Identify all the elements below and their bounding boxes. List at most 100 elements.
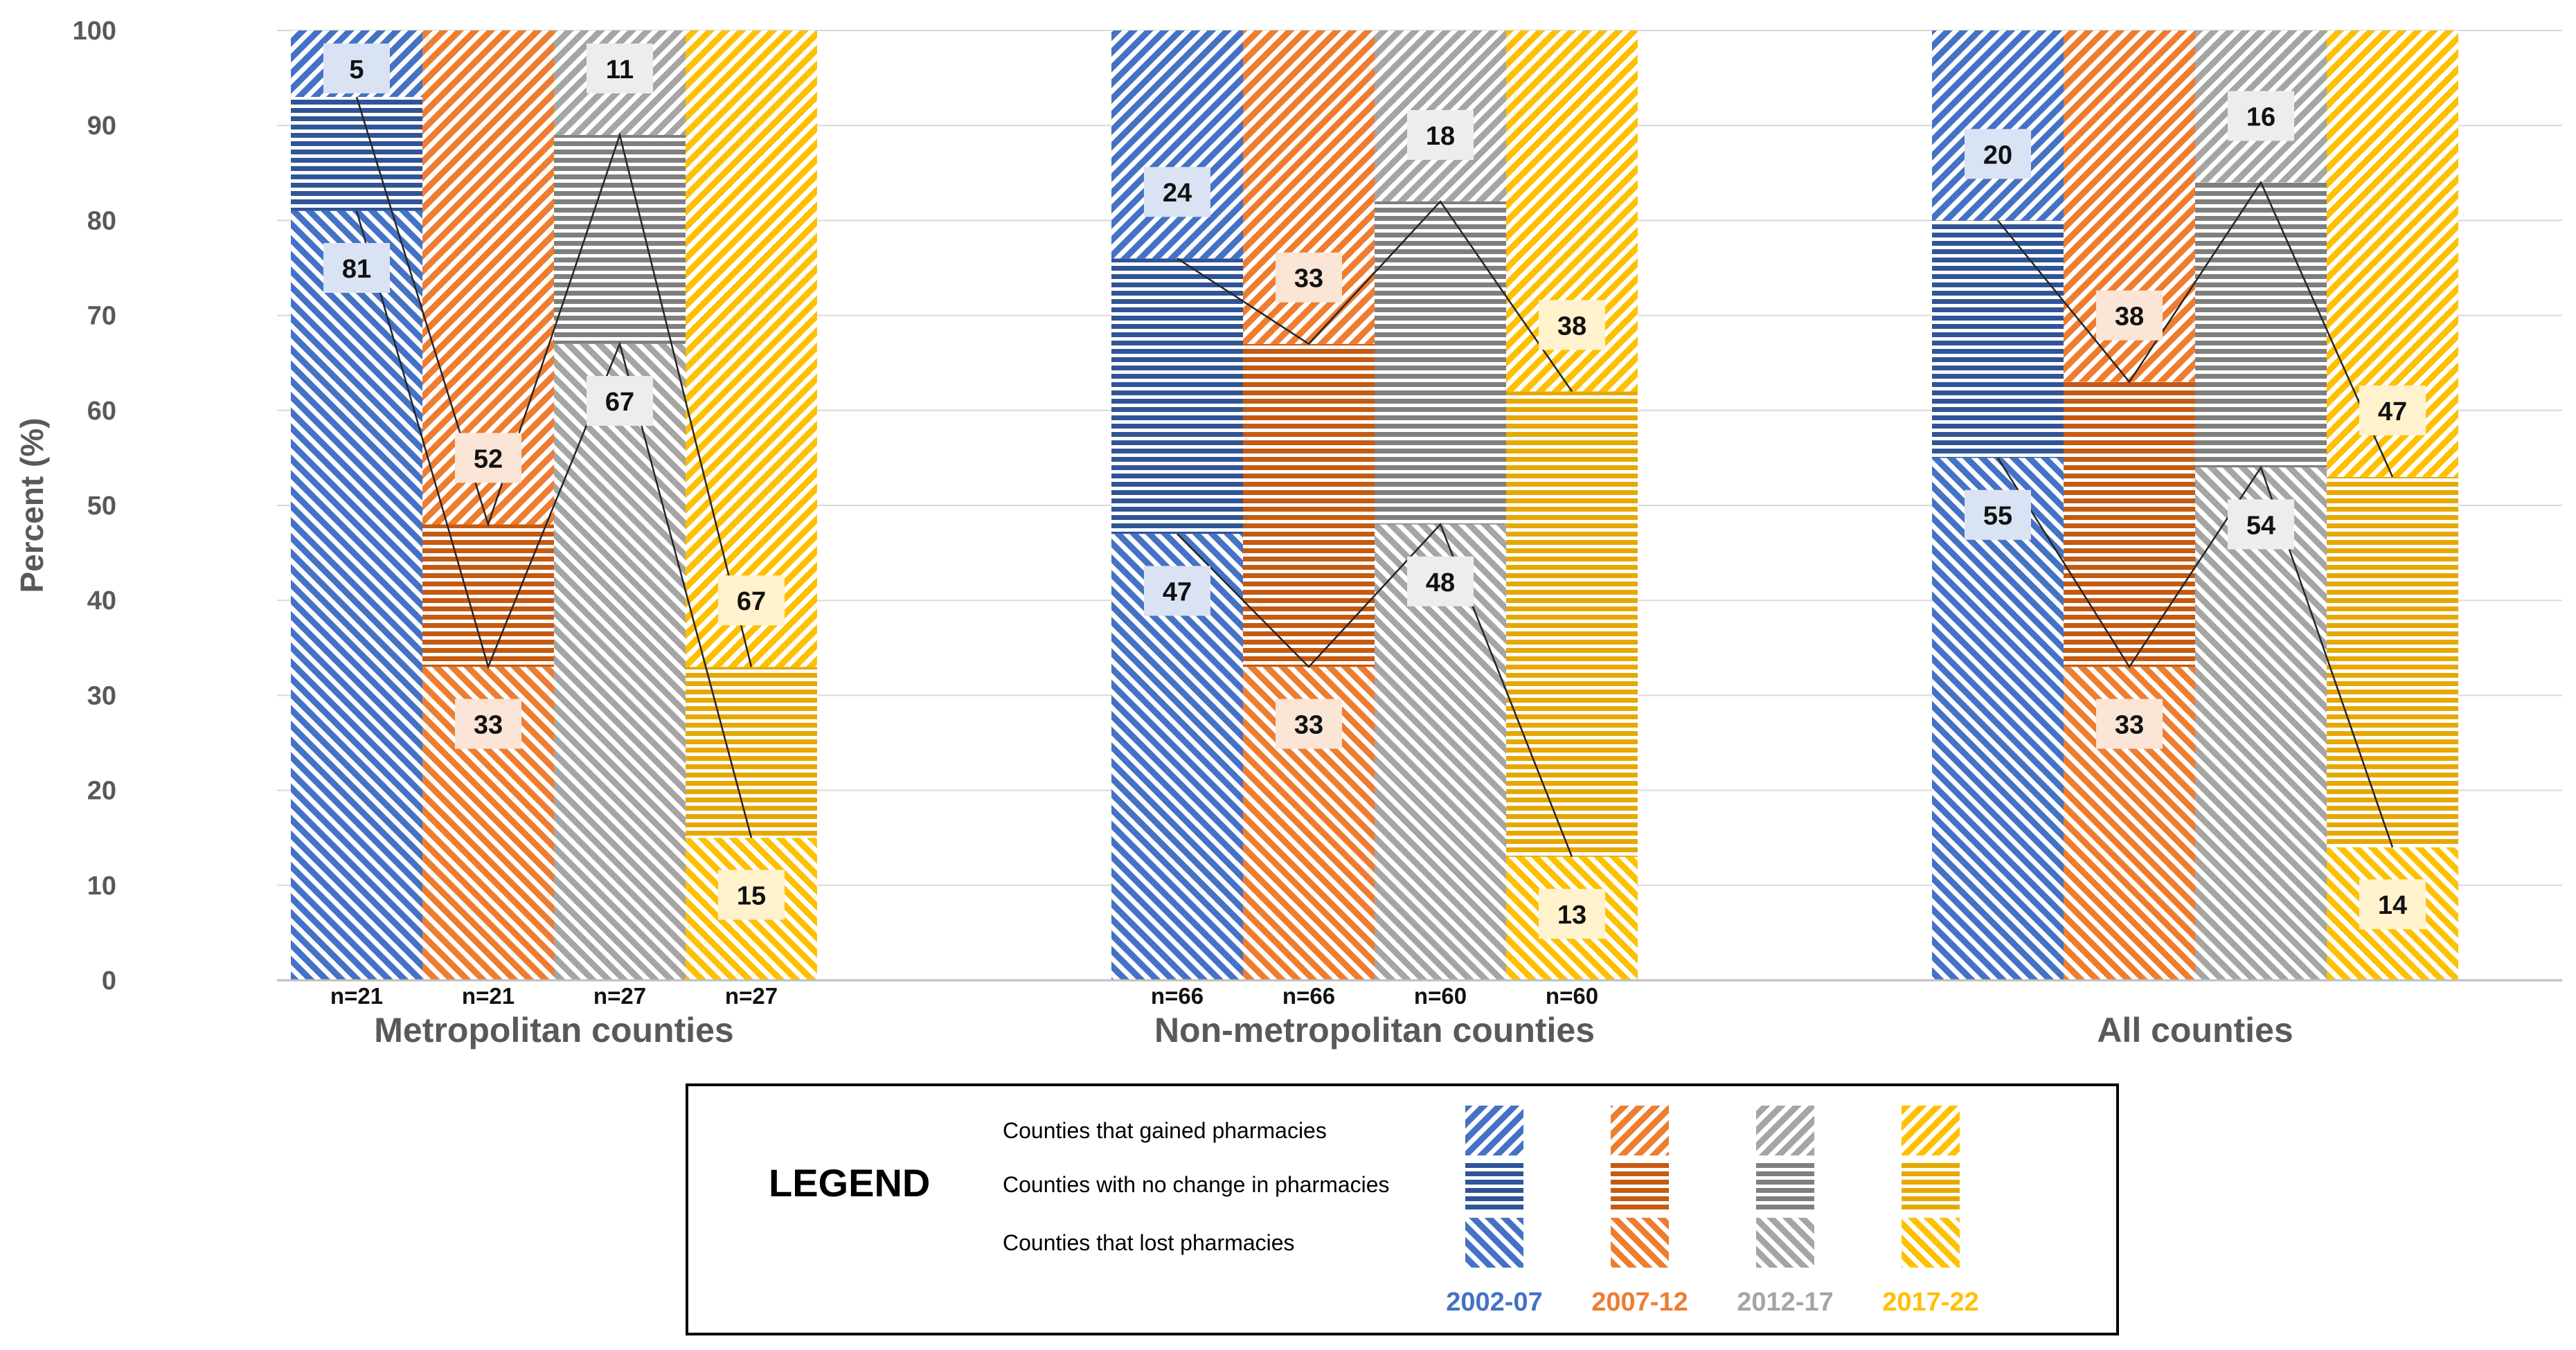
data-label-gained-bg (2359, 385, 2426, 435)
data-label-gained-bg (323, 43, 390, 93)
y-tick-label: 40 (87, 586, 116, 615)
bar-segment-gained (1932, 30, 2064, 221)
data-label-lost: 81 (342, 255, 371, 284)
connector-line-gained (1177, 199, 1573, 393)
data-label-lost-bg (2228, 499, 2294, 550)
legend-period-label: 2012-17 (1737, 1288, 1833, 1317)
data-label-gained-bg (587, 43, 653, 93)
legend-period-label: 2017-22 (1882, 1288, 1978, 1317)
legend-box (686, 1083, 2119, 1335)
y-tick-label: 20 (87, 777, 116, 806)
legend-swatch-lost (1611, 1218, 1669, 1268)
data-label-lost: 33 (1294, 711, 1323, 740)
data-label-gained: 33 (1294, 264, 1323, 294)
legend-swatch-lost (1902, 1218, 1960, 1268)
bar-segment-no-change (1506, 391, 1638, 857)
data-label-lost-bg (1539, 888, 1605, 939)
y-tick-label: 60 (87, 397, 116, 426)
sample-size-label: n=66 (1151, 983, 1204, 1009)
data-label-gained: 38 (2115, 303, 2144, 332)
group-label: Non-metropolitan counties (1154, 1011, 1595, 1050)
legend-period-label: 2002-07 (1446, 1288, 1542, 1317)
connector-line-gained (355, 96, 753, 667)
y-tick-label: 90 (87, 111, 116, 141)
bar-segment-gained (686, 30, 817, 667)
bar-segment-no-change (1243, 343, 1375, 667)
data-label-gained-bg (1407, 109, 1474, 160)
legend-swatch-gained (1756, 1106, 1814, 1155)
connector-line-lost (355, 210, 753, 838)
bar-segment-no-change (2195, 182, 2327, 468)
sample-size-label: n=21 (330, 983, 383, 1009)
data-label-lost: 33 (474, 711, 503, 740)
sample-size-label: n=27 (593, 983, 646, 1009)
data-label-gained: 38 (1557, 312, 1586, 341)
data-label-lost-bg (1276, 699, 1342, 749)
legend-swatch-gained (1902, 1106, 1960, 1155)
bar-segment-no-change (686, 667, 817, 838)
bar-segment-no-change (554, 134, 686, 344)
data-label-gained-bg (455, 433, 521, 483)
y-tick-label: 30 (87, 681, 116, 710)
data-label-lost-bg (1144, 566, 1210, 616)
legend-swatch-gained (1465, 1106, 1523, 1155)
legend-period-label: 2007-12 (1591, 1288, 1688, 1317)
bar-segment-lost (291, 210, 422, 981)
sample-size-label: n=27 (725, 983, 778, 1009)
legend-row-label: Counties with no change in pharmacies (1003, 1172, 1390, 1197)
data-label-gained: 20 (1983, 141, 2012, 170)
data-label-gained-bg (1539, 300, 1605, 350)
legend-swatch-lost (1465, 1218, 1523, 1268)
data-label-lost: 54 (2246, 511, 2275, 540)
data-label-gained-bg (1276, 252, 1342, 303)
legend-row-label: Counties that gained pharmacies (1003, 1118, 1327, 1143)
data-label-lost: 67 (605, 388, 634, 417)
legend-title: LEGEND (769, 1161, 930, 1205)
data-label-lost-bg (718, 870, 785, 920)
data-label-lost-bg (2359, 879, 2426, 930)
legend-swatch-no-change (1902, 1160, 1960, 1209)
y-tick-label: 80 (87, 206, 116, 235)
data-label-lost: 15 (737, 882, 766, 911)
data-label-gained-bg (2228, 91, 2294, 141)
y-tick-label: 100 (73, 17, 116, 46)
data-label-gained: 18 (1426, 122, 1455, 151)
data-label-lost-bg (587, 376, 653, 426)
data-label-gained: 52 (474, 444, 503, 474)
data-label-lost: 55 (1983, 502, 2012, 531)
bar-segment-lost (2195, 467, 2327, 980)
bar-segment-no-change (2064, 381, 2195, 667)
axes: 0 10 20 30 40 50 60 70 80 90 100 Percent (%) n=21 n=2… (14, 17, 2562, 1050)
data-label-gained-bg (718, 575, 785, 626)
legend-swatch-lost (1756, 1218, 1814, 1268)
data-label-lost-bg (1407, 556, 1474, 606)
bar-segment-gained (1111, 30, 1243, 259)
bar-segment-no-change (2327, 476, 2458, 847)
y-tick-label: 10 (87, 872, 116, 901)
y-tick-label: 0 (102, 966, 116, 996)
legend-swatch-no-change (1611, 1160, 1669, 1209)
bar-segment-no-change (1111, 258, 1243, 534)
data-label-gained: 11 (606, 55, 634, 84)
bar-segment-no-change (422, 524, 554, 667)
data-label-gained-bg (2096, 290, 2163, 341)
sample-size-label: n=60 (1414, 983, 1467, 1009)
legend-swatch-no-change (1756, 1160, 1814, 1209)
data-label-gained: 16 (2246, 102, 2275, 132)
data-label-gained: 47 (2378, 397, 2407, 426)
sample-size-label: n=66 (1282, 983, 1335, 1009)
bar-segment-no-change (1375, 201, 1506, 525)
data-label-lost-bg (1965, 489, 2031, 540)
data-label-gained: 5 (349, 55, 364, 84)
group-label: All counties (2097, 1011, 2293, 1050)
bar-segment-lost (1932, 458, 2064, 980)
data-label-lost: 33 (2115, 711, 2144, 740)
connector-line-gained (1997, 180, 2394, 478)
data-label-gained: 67 (737, 587, 766, 616)
data-label-lost: 47 (1163, 577, 1192, 606)
legend-row-label: Counties that lost pharmacies (1003, 1230, 1295, 1255)
legend-swatch-gained (1611, 1106, 1669, 1155)
legend: LEGEND Counties that gained pharmacies Cou… (686, 1083, 2119, 1335)
bar-segment-no-change (291, 97, 422, 211)
bar-segment-lost (554, 343, 686, 980)
